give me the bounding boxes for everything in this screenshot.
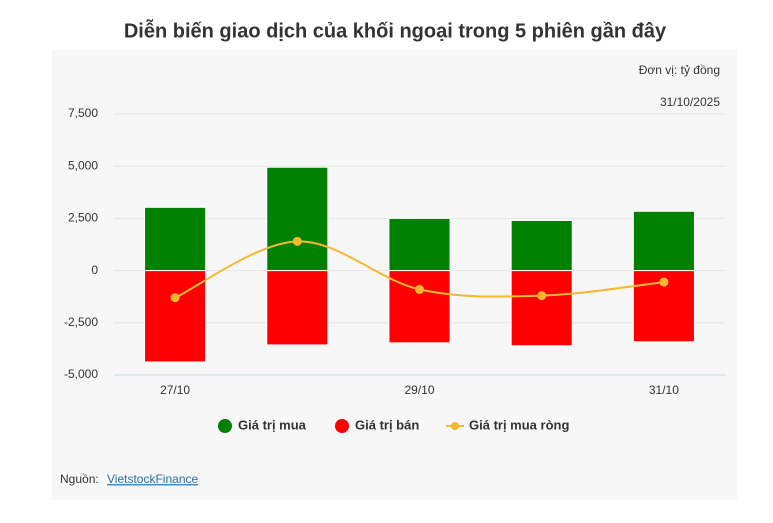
y-tick-label: 0 [91, 263, 98, 277]
net-point [537, 291, 547, 301]
x-tick-label: 31/10 [649, 383, 679, 397]
legend-marker [451, 422, 459, 430]
net-point [292, 236, 302, 246]
bar [632, 210, 695, 272]
bar [144, 270, 207, 363]
unit-note: Đơn vị: tỷ đồng [639, 63, 720, 77]
y-tick-label: -2,500 [64, 315, 98, 329]
legend-label: Giá trị mua ròng [469, 417, 569, 432]
bar [510, 219, 573, 272]
source-link[interactable]: VietstockFinance [107, 472, 198, 486]
legend-label: Giá trị bán [355, 417, 419, 432]
chart-title: Diễn biến giao dịch của khối ngoại trong… [124, 18, 667, 42]
legend-marker [335, 419, 349, 433]
x-tick-label: 27/10 [160, 383, 190, 397]
legend-label: Giá trị mua [238, 417, 307, 432]
y-tick-label: -5,000 [64, 367, 98, 381]
net-point [170, 293, 180, 303]
bar [388, 217, 451, 272]
y-tick-label: 5,000 [68, 158, 98, 172]
x-tick-label: 29/10 [404, 383, 434, 397]
bar [144, 206, 207, 272]
legend-marker [218, 419, 232, 433]
bar [266, 270, 329, 346]
y-tick-label: 7,500 [68, 106, 98, 120]
y-tick-label: 2,500 [68, 211, 98, 225]
source-label: Nguồn: [60, 472, 99, 486]
bar [510, 270, 573, 347]
net-point [415, 284, 424, 294]
bar [266, 166, 329, 272]
net-point [659, 277, 669, 287]
date-note: 31/10/2025 [660, 95, 720, 109]
